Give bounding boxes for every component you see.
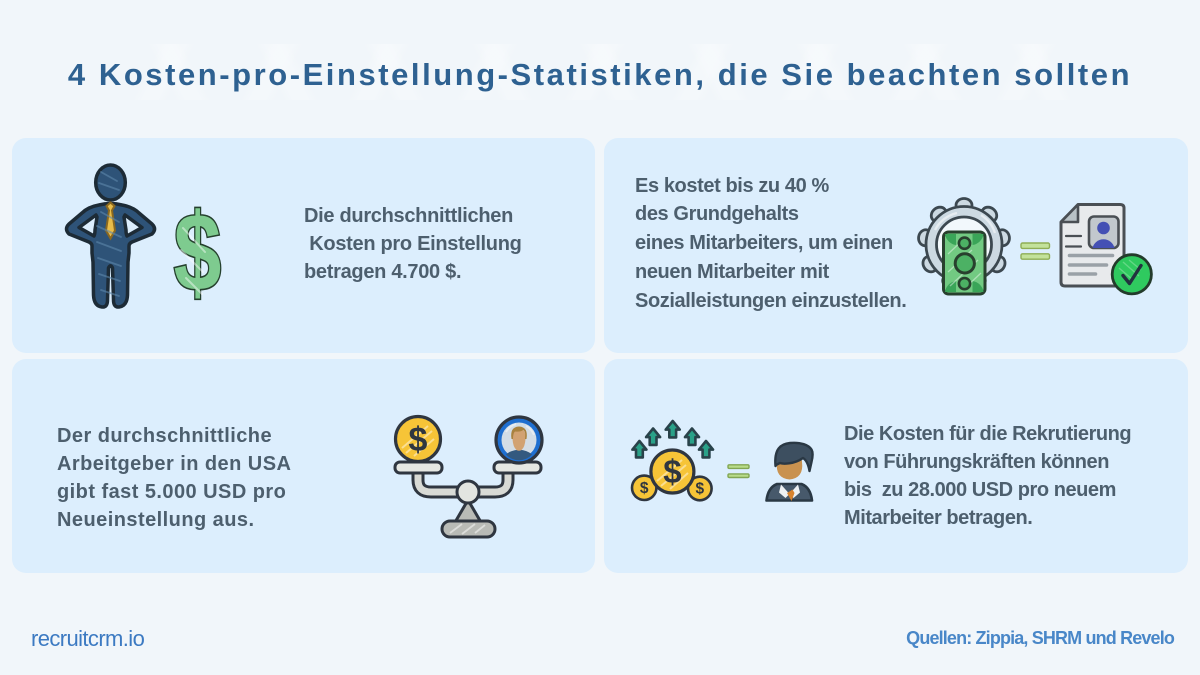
svg-text:$: $ bbox=[409, 421, 428, 459]
svg-text:$: $ bbox=[174, 191, 222, 314]
svg-text:$: $ bbox=[640, 480, 649, 497]
svg-text:$: $ bbox=[663, 453, 681, 490]
svg-text:$: $ bbox=[695, 481, 704, 498]
